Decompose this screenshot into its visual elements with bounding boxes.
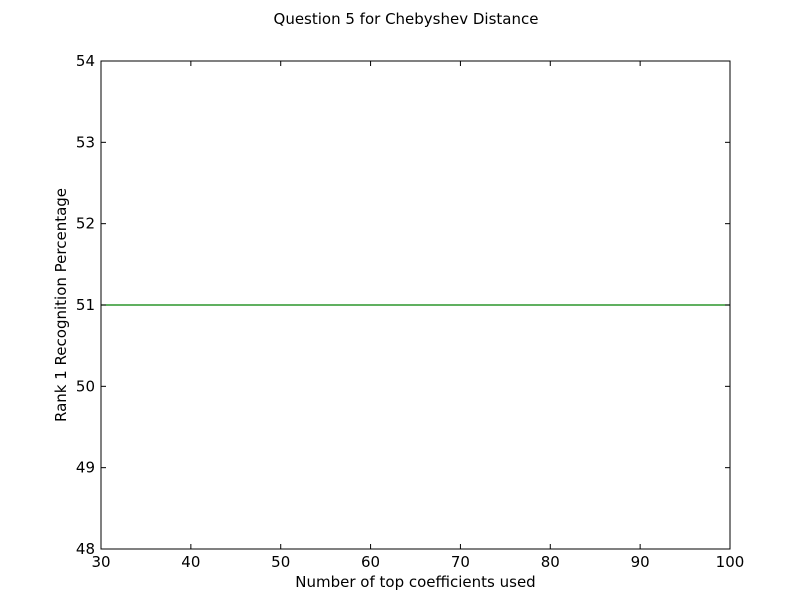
x-tick-label: 80 bbox=[541, 553, 560, 571]
x-axis-label: Number of top coefficients used bbox=[295, 573, 535, 591]
y-tick-label: 51 bbox=[76, 296, 95, 314]
y-tick-label: 50 bbox=[76, 377, 95, 395]
y-tick-label: 54 bbox=[76, 52, 95, 70]
x-tick-label: 90 bbox=[631, 553, 650, 571]
x-tick-label: 70 bbox=[451, 553, 470, 571]
x-axis: 30 40 50 60 70 80 90 100 bbox=[91, 61, 744, 571]
y-tick-label: 49 bbox=[76, 459, 95, 477]
x-tick-label: 40 bbox=[181, 553, 200, 571]
y-tick-label: 53 bbox=[76, 133, 95, 151]
y-tick-label: 52 bbox=[76, 215, 95, 233]
y-axis: 48 49 50 51 52 53 54 bbox=[76, 52, 730, 558]
x-tick-label: 30 bbox=[91, 553, 110, 571]
x-tick-label: 60 bbox=[361, 553, 380, 571]
x-tick-label: 50 bbox=[271, 553, 290, 571]
x-tick-label: 100 bbox=[716, 553, 745, 571]
y-tick-label: 48 bbox=[76, 540, 95, 558]
chart-title: Question 5 for Chebyshev Distance bbox=[274, 10, 539, 28]
plot-area: 30 40 50 60 70 80 90 100 48 49 50 51 52 53 54 bbox=[76, 52, 744, 571]
y-axis-label: Rank 1 Recognition Percentage bbox=[52, 188, 70, 422]
